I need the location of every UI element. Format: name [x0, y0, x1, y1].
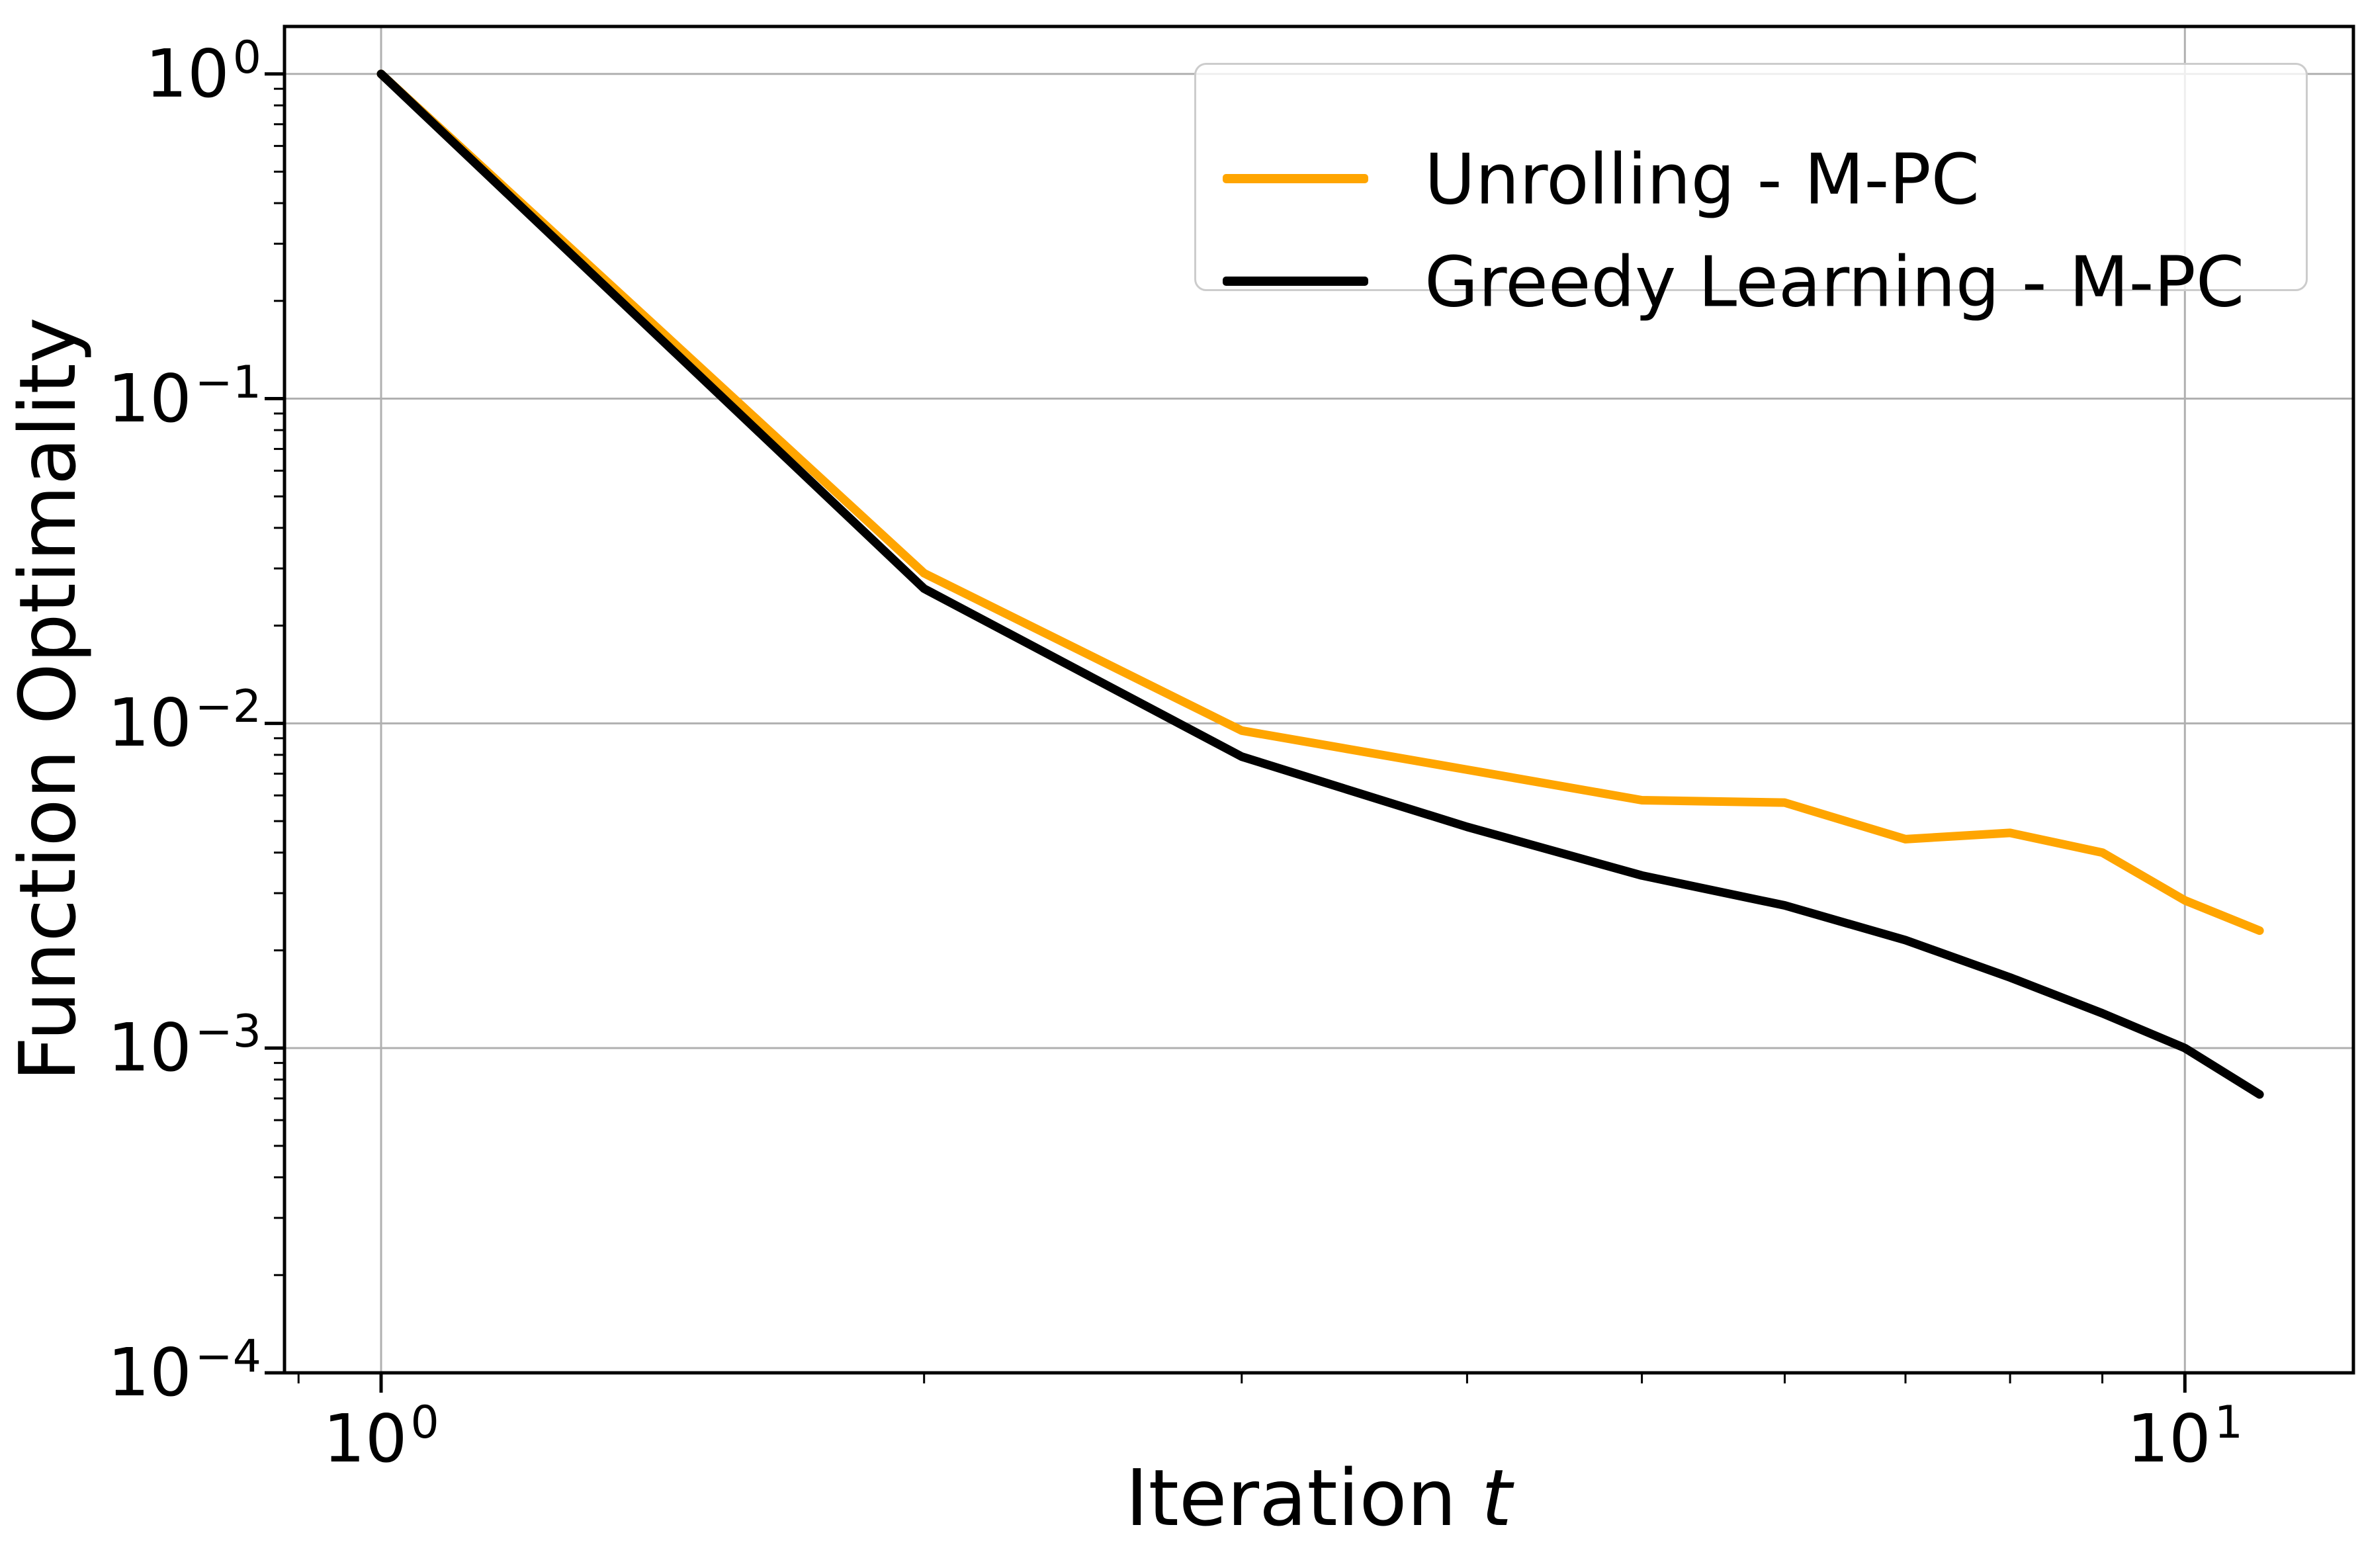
x-tick-label-1: 101	[2126, 1397, 2244, 1477]
legend: Unrolling - M-PC Greedy Learning - M-PC	[1194, 63, 2308, 317]
y-tick-label-3: 10−3	[107, 1006, 262, 1087]
y-tick-label-2: 10−2	[107, 681, 262, 762]
tick-exponent: −4	[195, 1330, 261, 1383]
x-axis-label: Iteration t	[1125, 1455, 1512, 1542]
tick-exponent: 0	[410, 1397, 439, 1449]
line-unrolling-m-pc	[376, 69, 2264, 936]
y-axis-label: Function Optimality	[2, 317, 93, 1082]
x-axis-label-text: Iteration	[1125, 1452, 1481, 1544]
y-tick-label-1: 10−1	[107, 356, 262, 437]
y-tick-label-0: 100	[145, 31, 261, 112]
axis-ticks	[265, 72, 2187, 1393]
legend-line-sample-greedy-learning	[1223, 277, 1368, 286]
line-greedy-learning-m-pc	[376, 69, 2264, 1099]
tick-exponent: −2	[195, 681, 261, 734]
legend-line-sample-unrolling	[1223, 174, 1368, 183]
series-lines	[376, 69, 2264, 1099]
y-tick-label-4: 10−4	[107, 1330, 262, 1411]
plot-spines	[283, 24, 2355, 1375]
legend-label-unrolling: Unrolling - M-PC	[1424, 139, 1980, 220]
tick-exponent: −1	[195, 356, 261, 409]
legend-label-greedy-learning: Greedy Learning - M-PC	[1424, 241, 2245, 323]
tick-exponent: 1	[2214, 1397, 2244, 1449]
x-axis-label-variable: t	[1481, 1452, 1512, 1544]
tick-exponent: 0	[232, 31, 261, 84]
x-tick-label-0: 100	[323, 1397, 439, 1477]
tick-exponent: −3	[195, 1006, 261, 1059]
